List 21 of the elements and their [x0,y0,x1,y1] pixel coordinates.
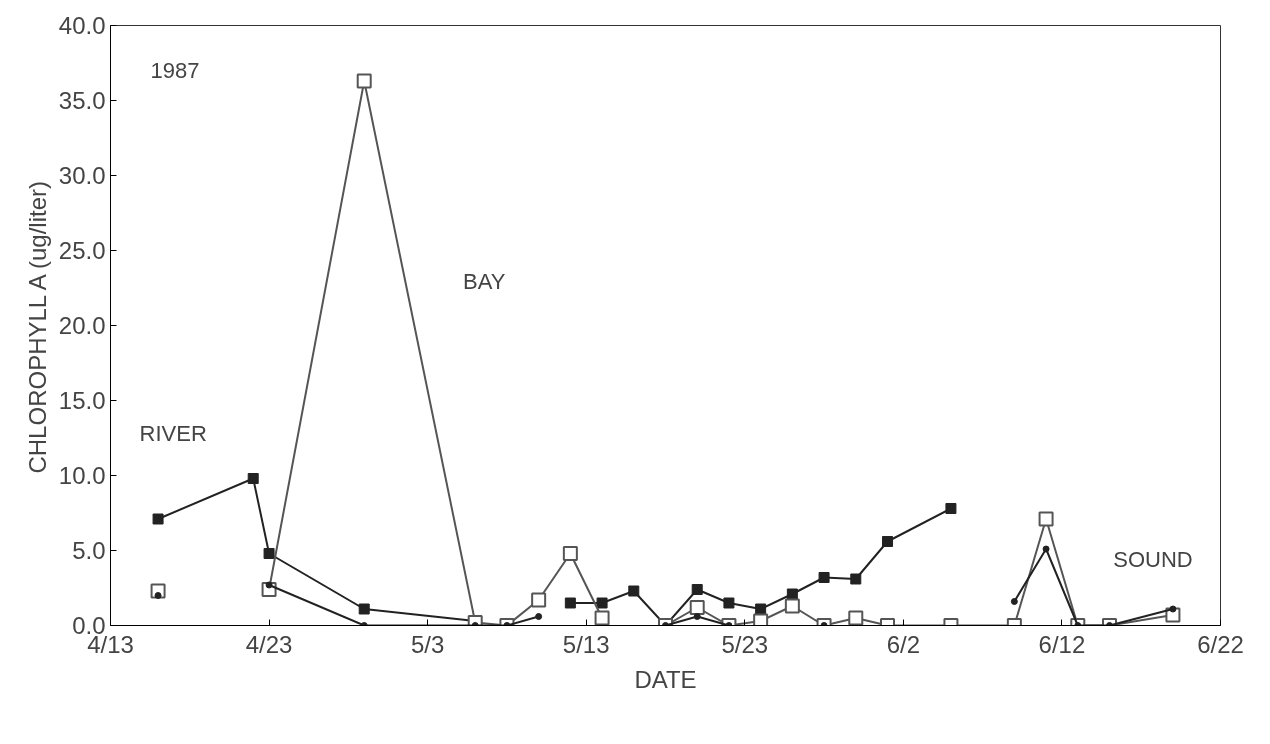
x-tick-label: 6/2 [886,630,921,658]
text: BAY [463,268,506,294]
y-tick-label: 30.0 [58,162,106,189]
y-tick-label: 40.0 [58,12,106,39]
x-tick-label: 5/3 [410,630,445,658]
y-tick-label: 5.0 [72,537,106,564]
x-tick-label: 5/13 [562,630,610,658]
x-tick-label: 6/12 [1038,630,1086,658]
text: RIVER [139,421,207,446]
x-tick-label: 5/23 [721,630,769,658]
y-axis-title: CHLOROPHYLL A (ug/liter) [23,181,51,474]
y-tick-label: 35.0 [58,87,106,114]
y-tick-label: 15.0 [58,387,106,414]
annotation: 1987 [150,58,200,83]
y-tick-label: 25.0 [58,237,106,264]
y-tick-label: 10.0 [58,462,106,489]
series-label: SOUND [1113,546,1193,572]
x-tick-label: 4/23 [245,630,293,658]
x-axis-title: DATE [634,665,697,693]
x-tick-label: 6/22 [1197,630,1244,658]
y-tick-label: 20.0 [58,312,106,339]
